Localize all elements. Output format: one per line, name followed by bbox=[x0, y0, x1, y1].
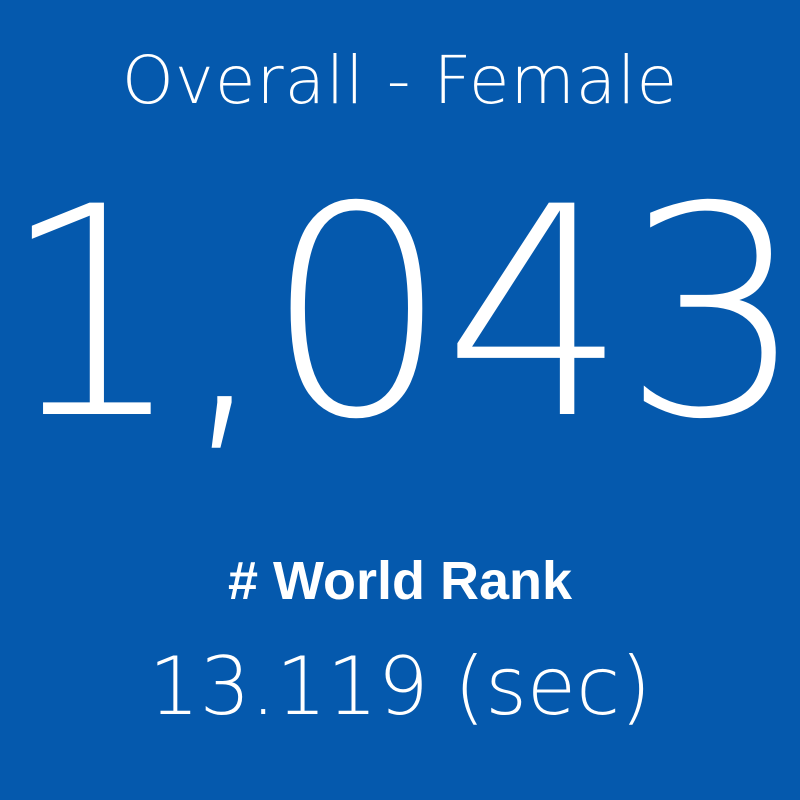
title: Overall - Female bbox=[121, 42, 679, 119]
rank-label: # World Rank bbox=[227, 551, 573, 611]
rank-value: 1,043 bbox=[0, 146, 800, 483]
time: 13.119 (sec) bbox=[148, 640, 652, 733]
